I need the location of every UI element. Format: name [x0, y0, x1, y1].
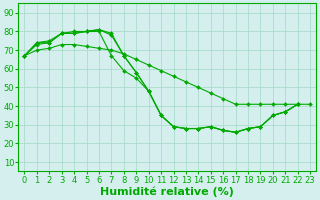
- X-axis label: Humidité relative (%): Humidité relative (%): [100, 186, 234, 197]
